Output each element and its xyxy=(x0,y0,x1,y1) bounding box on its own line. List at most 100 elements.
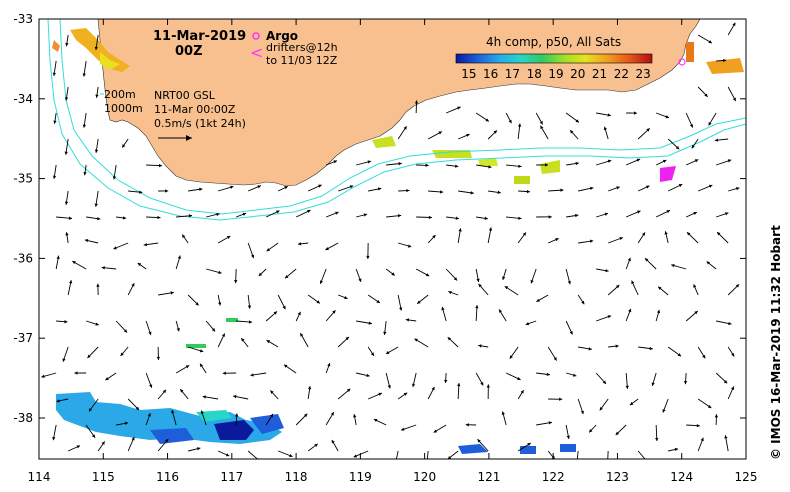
current-arrow-head xyxy=(411,383,416,387)
current-arrow-head xyxy=(250,254,255,259)
current-arrow-head xyxy=(366,255,370,259)
argo-legend-icon xyxy=(252,32,260,40)
current-arrow-head xyxy=(580,410,584,415)
x-tick-label: 121 xyxy=(477,470,500,484)
current-arrow-head xyxy=(403,392,408,396)
colorbar-tick-label: 18 xyxy=(527,67,542,81)
current-arrow-head xyxy=(307,209,311,214)
current-arrow-head xyxy=(366,373,370,378)
current-arrow-head xyxy=(123,329,128,333)
current-arrow-head xyxy=(636,158,641,162)
current-arrow-head xyxy=(248,320,253,324)
current-arrow-head xyxy=(87,354,91,359)
current-arrow-head xyxy=(72,261,76,265)
current-arrow-head xyxy=(370,352,374,356)
current-arrow-head xyxy=(398,162,402,166)
current-arrow-head xyxy=(527,443,531,447)
colorbar-tick-label: 16 xyxy=(483,67,498,81)
current-arrow-head xyxy=(687,232,691,236)
current-arrow-head xyxy=(158,163,163,168)
current-arrow-head xyxy=(346,388,351,393)
current-arrow-head xyxy=(222,371,226,375)
current-arrow-head xyxy=(628,308,632,313)
current-arrow-head xyxy=(520,390,524,394)
current-arrow-head xyxy=(182,234,186,239)
current-arrow-head xyxy=(607,113,611,117)
current-arrow-head xyxy=(708,40,712,44)
current-arrow-head xyxy=(455,216,459,220)
current-arrow-head xyxy=(122,216,127,220)
current-arrow-head xyxy=(376,299,380,304)
current-arrow-head xyxy=(425,163,429,167)
current-arrow-head xyxy=(447,337,452,341)
current-arrow-head xyxy=(504,286,509,290)
current-arrow-head xyxy=(708,184,713,188)
current-arrow-head xyxy=(397,214,402,218)
current-arrow-head xyxy=(367,160,371,164)
current-arrow-head xyxy=(120,352,124,356)
current-arrow-head xyxy=(546,372,550,377)
x-tick-label: 115 xyxy=(92,470,115,484)
current-arrow-head xyxy=(588,347,592,351)
y-tick-label: -37 xyxy=(13,331,33,345)
current-arrow-head xyxy=(148,331,152,336)
drifter-legend-line1: drifters@12h xyxy=(266,41,338,54)
current-arrow-head xyxy=(94,149,99,153)
current-arrow-head xyxy=(62,358,66,362)
current-arrow-head xyxy=(330,412,334,416)
current-arrow-head xyxy=(548,421,552,425)
current-arrow-head xyxy=(518,216,522,220)
current-arrow-head xyxy=(702,354,706,359)
isobath-200-label: 200m xyxy=(104,88,136,101)
current-arrow-head xyxy=(250,373,254,377)
current-arrow-head xyxy=(428,215,432,220)
current-arrow-head xyxy=(386,350,390,354)
current-arrow-head xyxy=(344,295,348,300)
drifter-legend-icon: < xyxy=(250,43,263,62)
current-arrow-head xyxy=(363,213,368,217)
scale-label: 0.5m/s (1kt 24h) xyxy=(154,117,246,130)
colorbar-tick-label: 17 xyxy=(505,67,520,81)
current-arrow-head xyxy=(575,161,579,166)
current-arrow-head xyxy=(517,376,521,381)
current-arrow-head xyxy=(368,321,372,325)
current-arrow-head xyxy=(68,216,73,220)
current-arrow-head xyxy=(177,255,181,259)
current-arrow-head xyxy=(658,286,662,290)
current-arrow-head xyxy=(606,464,609,467)
colorbar xyxy=(455,53,653,64)
current-arrow-head xyxy=(458,228,462,232)
current-arrow-head xyxy=(297,311,301,316)
current-arrow-head xyxy=(497,190,501,195)
current-arrow-head xyxy=(707,404,712,408)
current-arrow-shaft xyxy=(637,450,646,459)
current-arrow-head xyxy=(401,427,405,431)
current-arrow-head xyxy=(655,437,659,441)
current-arrow-head xyxy=(282,305,286,310)
current-arrow-head xyxy=(615,431,620,436)
current-arrow-head xyxy=(83,172,87,176)
current-arrow-head xyxy=(607,315,612,319)
current-arrow-head xyxy=(95,94,99,98)
current-arrow-head xyxy=(488,227,493,231)
current-arrow-head xyxy=(131,283,135,287)
x-tick-label: 116 xyxy=(156,470,179,484)
current-arrow-head xyxy=(723,58,727,63)
current-arrow-head xyxy=(477,439,481,443)
current-arrow-head xyxy=(603,126,607,131)
current-arrow-head xyxy=(112,176,117,180)
y-tick-label: -38 xyxy=(13,411,33,425)
current-arrow-head xyxy=(723,380,728,384)
current-arrow-head xyxy=(664,231,668,235)
current-arrow-head xyxy=(96,283,100,287)
current-arrow-head xyxy=(478,344,482,348)
time-label: 00Z xyxy=(175,44,203,59)
current-arrow-head xyxy=(327,363,331,367)
current-arrow-head xyxy=(137,262,142,267)
current-arrow-head xyxy=(314,443,318,448)
product-label: NRT00 GSL xyxy=(154,89,216,102)
current-arrow-head xyxy=(266,248,271,252)
current-arrow-head xyxy=(226,236,231,239)
current-arrow-head xyxy=(185,365,190,369)
current-arrow-head xyxy=(662,409,666,413)
